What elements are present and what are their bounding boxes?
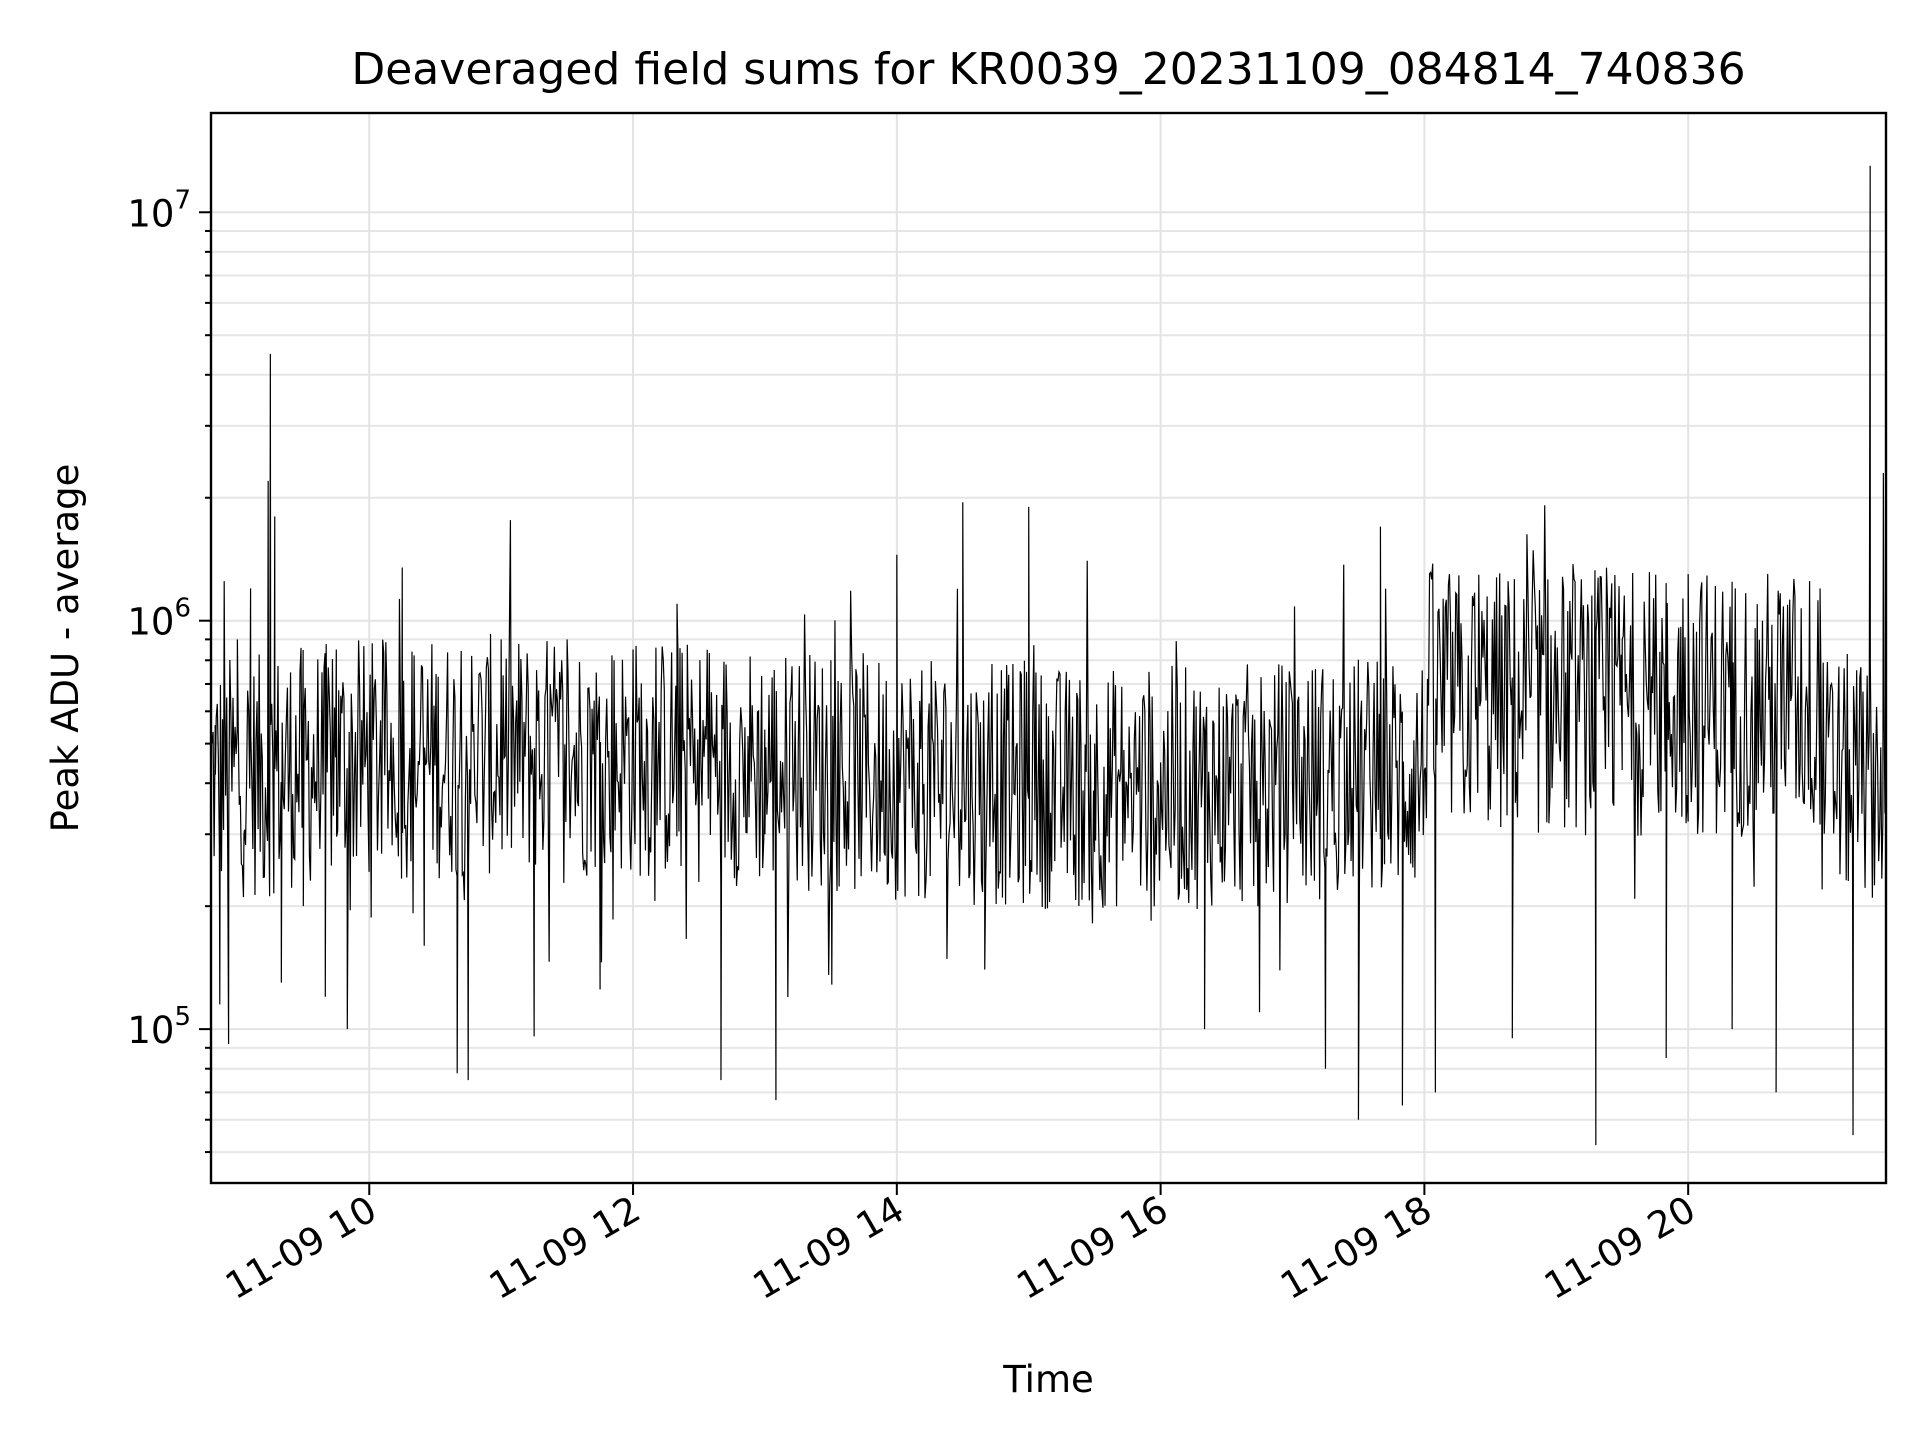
series-line bbox=[210, 165, 1887, 1146]
y-tick-exponent: 5 bbox=[174, 1002, 191, 1032]
y-tick-exponent: 7 bbox=[174, 185, 191, 215]
y-tick-base: 10 bbox=[127, 601, 174, 644]
y-tick-label: 106 bbox=[127, 594, 191, 644]
y-tick-exponent: 6 bbox=[174, 594, 191, 624]
series-group bbox=[210, 165, 1887, 1146]
y-tick-base: 10 bbox=[127, 1009, 174, 1052]
y-axis-label: Peak ADU - average bbox=[44, 464, 87, 833]
chart-title: Deaveraged field sums for KR0039_2023110… bbox=[351, 44, 1745, 95]
plot-frame bbox=[209, 111, 1888, 1185]
y-tick-label: 105 bbox=[127, 1002, 191, 1052]
y-tick-base: 10 bbox=[127, 192, 174, 235]
x-axis-label: Time bbox=[1002, 1358, 1094, 1401]
y-tick-label: 107 bbox=[127, 185, 191, 235]
